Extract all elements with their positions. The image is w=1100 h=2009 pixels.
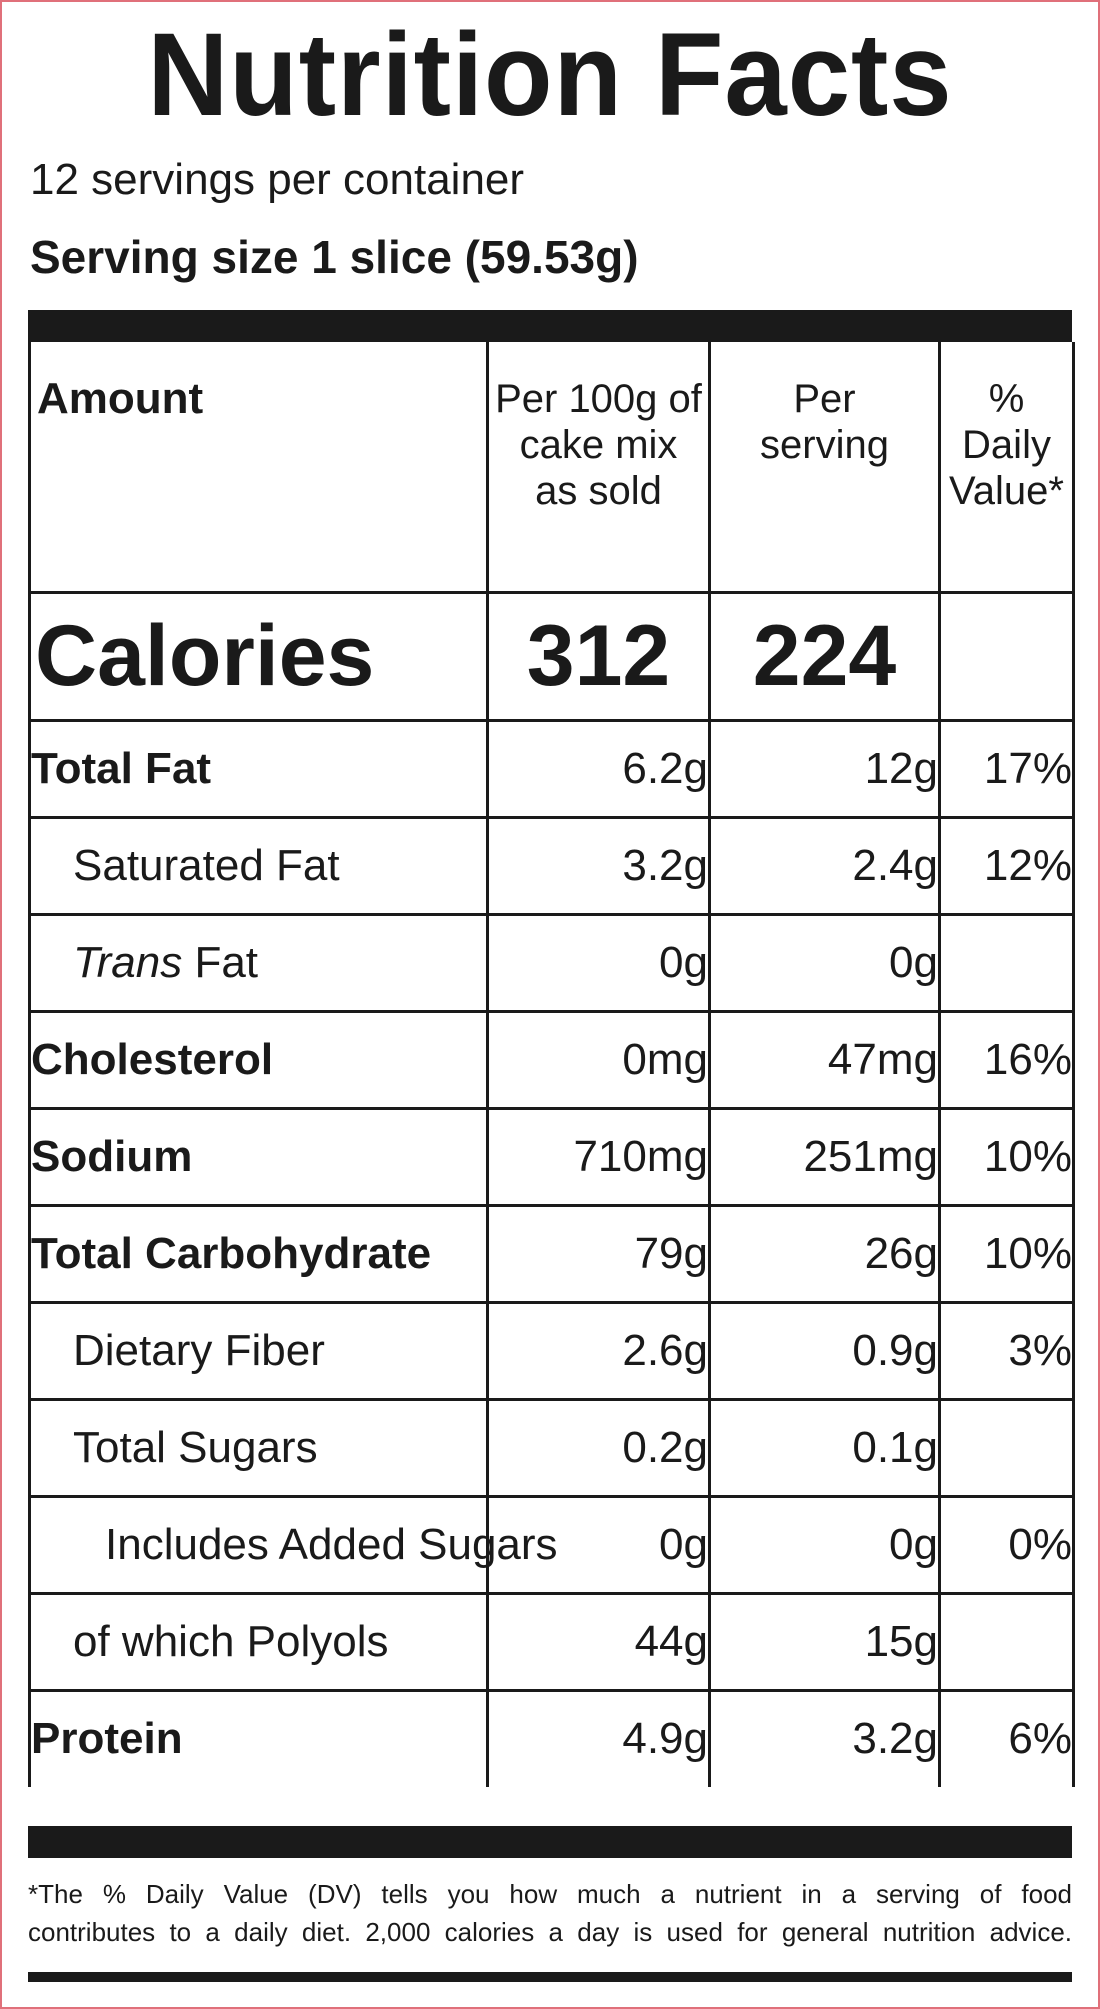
- amount-header: Amount: [37, 374, 204, 423]
- nutrient-per100g: 3.2g: [486, 815, 710, 914]
- nutrient-name: Total Fat: [29, 718, 488, 817]
- nutrient-per100g: 710mg: [486, 1106, 710, 1205]
- nutrient-per100g: 2.6g: [486, 1300, 710, 1399]
- nutrient-per100g: 0g: [486, 912, 710, 1011]
- per-serving-header-line: Per: [793, 377, 856, 421]
- nutrient-daily-value: [938, 1591, 1074, 1690]
- nutrient-daily-value: [938, 1397, 1074, 1496]
- nutrient-daily-value: 10%: [938, 1203, 1074, 1302]
- daily-value-footnote: *The % Daily Value (DV) tells you how mu…: [28, 1875, 1072, 1951]
- nutrient-name: Trans Fat: [29, 912, 488, 1011]
- nutrient-per100g: 4.9g: [486, 1688, 710, 1787]
- nutrient-per-serving: 12g: [708, 718, 940, 817]
- per100g-header-line: Per 100g of: [495, 377, 702, 421]
- per-serving-header: Per serving: [708, 342, 940, 592]
- nutrient-daily-value: 0%: [938, 1494, 1074, 1593]
- nutrient-row-trans-fat: Trans Fat 0g 0g: [29, 912, 1074, 1011]
- nutrient-daily-value: 10%: [938, 1106, 1074, 1205]
- calories-per-serving: 224: [708, 590, 940, 720]
- daily-value-header-line: Value*: [949, 469, 1064, 513]
- nutrient-name: Cholesterol: [29, 1009, 488, 1108]
- nutrient-name: Includes Added Sugars: [29, 1494, 558, 1593]
- trans-suffix: Fat: [182, 937, 259, 987]
- footnote-line: *The % Daily Value (DV) tells you how mu…: [28, 1879, 1072, 1909]
- nutrient-per100g: 6.2g: [486, 718, 710, 817]
- nutrient-row-total-fat: Total Fat 6.2g 12g 17%: [29, 718, 1074, 817]
- nutrient-row-dietary-fiber: Dietary Fiber 2.6g 0.9g 3%: [29, 1300, 1074, 1399]
- nutrient-per-serving: 15g: [708, 1591, 940, 1690]
- nutrient-per100g: 0g: [486, 1494, 710, 1593]
- nutrient-per100g: 44g: [486, 1591, 710, 1690]
- nutrient-name: of which Polyols: [29, 1591, 488, 1690]
- nutrient-daily-value: [938, 912, 1074, 1011]
- nutrient-daily-value: 12%: [938, 815, 1074, 914]
- trans-prefix: Trans: [73, 937, 183, 987]
- nutrient-per-serving: 0g: [708, 912, 940, 1011]
- footnote-line: contributes to a daily diet. 2,000 calor…: [28, 1917, 1072, 1947]
- nutrient-per-serving: 0.1g: [708, 1397, 940, 1496]
- daily-value-header-line: % Daily: [962, 377, 1051, 467]
- nutrient-row-polyols: of which Polyols 44g 15g: [29, 1591, 1074, 1690]
- nutrient-row-total-carbohydrate: Total Carbohydrate 79g 26g 10%: [29, 1203, 1074, 1302]
- column-header-row: Amount Per 100g of cake mix as sold Per …: [30, 342, 1074, 592]
- bottom-divider-bar: [28, 1826, 1072, 1858]
- nutrient-name: Total Sugars: [29, 1397, 488, 1496]
- nutrient-name: Protein: [29, 1688, 488, 1787]
- nutrient-per-serving: 2.4g: [708, 815, 940, 914]
- label-title: Nutrition Facts: [147, 9, 953, 141]
- nutrient-row-saturated-fat: Saturated Fat 3.2g 2.4g 12%: [29, 815, 1074, 914]
- nutrient-name: Total Carbohydrate: [29, 1203, 488, 1302]
- nutrient-daily-value: 6%: [938, 1688, 1074, 1787]
- nutrient-name: Sodium: [29, 1106, 488, 1205]
- end-divider-bar: [28, 1972, 1072, 1982]
- calories-per100g: 312: [486, 590, 710, 720]
- nutrient-per-serving: 26g: [708, 1203, 940, 1302]
- daily-value-header: % Daily Value*: [938, 342, 1074, 592]
- nutrient-per100g: 0.2g: [486, 1397, 710, 1496]
- nutrient-row-added-sugars: Includes Added Sugars 0g 0g 0%: [29, 1494, 1074, 1593]
- nutrient-row-cholesterol: Cholesterol 0mg 47mg 16%: [29, 1009, 1074, 1108]
- nutrient-per-serving: 0g: [708, 1494, 940, 1593]
- nutrient-per-serving: 3.2g: [708, 1688, 940, 1787]
- nutrient-name: Saturated Fat: [29, 815, 488, 914]
- nutrient-row-sodium: Sodium 710mg 251mg 10%: [29, 1106, 1074, 1205]
- servings-per-container: 12 servings per container: [30, 155, 525, 204]
- nutrient-per100g: 79g: [486, 1203, 710, 1302]
- per-serving-header-line: serving: [760, 423, 889, 467]
- calories-row: Calories 312 224: [29, 590, 1074, 720]
- nutrient-row-total-sugars: Total Sugars 0.2g 0.1g: [29, 1397, 1074, 1496]
- nutrient-per-serving: 0.9g: [708, 1300, 940, 1399]
- nutrient-daily-value: 16%: [938, 1009, 1074, 1108]
- top-divider-bar: [28, 310, 1072, 342]
- nutrient-per100g: 0mg: [486, 1009, 710, 1108]
- nutrient-daily-value: 17%: [938, 718, 1074, 817]
- nutrient-per-serving: 47mg: [708, 1009, 940, 1108]
- nutrient-daily-value: 3%: [938, 1300, 1074, 1399]
- nutrient-name: Dietary Fiber: [29, 1300, 488, 1399]
- nutrient-per-serving: 251mg: [708, 1106, 940, 1205]
- per100g-header-line: cake mix: [519, 423, 678, 467]
- serving-size: Serving size 1 slice (59.53g): [30, 231, 639, 283]
- per100g-header: Per 100g of cake mix as sold: [486, 342, 710, 592]
- nutrient-row-protein: Protein 4.9g 3.2g 6%: [29, 1688, 1074, 1787]
- nutrition-table: Amount Per 100g of cake mix as sold Per …: [28, 342, 1075, 1787]
- calories-daily-value: [938, 590, 1074, 720]
- per100g-header-line: as sold: [535, 469, 662, 513]
- calories-label: Calories: [29, 590, 488, 720]
